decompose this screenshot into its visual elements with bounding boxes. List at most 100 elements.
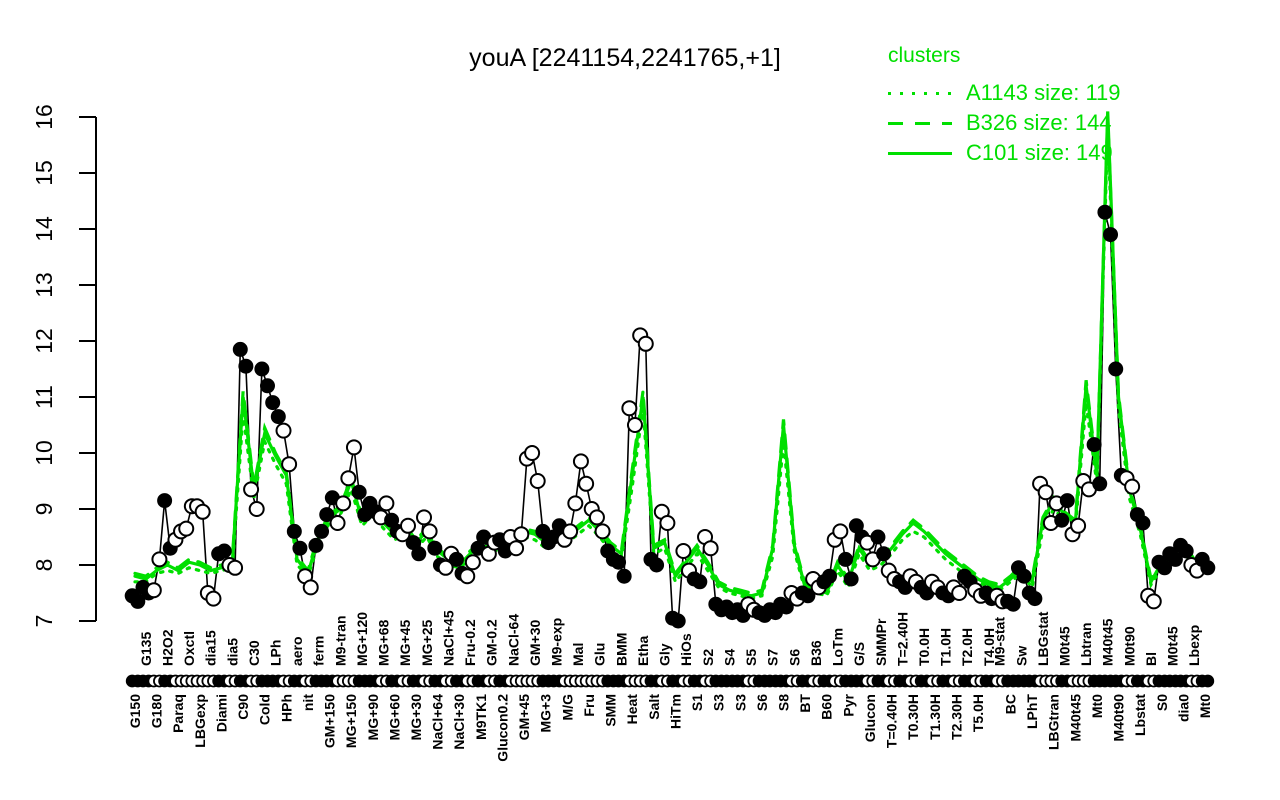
- open-point: [145, 582, 162, 599]
- filled-point: [216, 543, 232, 559]
- open-point: [572, 453, 589, 470]
- condition-label: T0.0H: [916, 628, 932, 666]
- y-tick-label: 7: [31, 615, 57, 628]
- condition-label: G180: [149, 694, 165, 728]
- condition-label: S8: [775, 694, 791, 711]
- filled-point: [232, 341, 248, 357]
- open-point: [626, 417, 643, 433]
- open-point: [205, 590, 222, 607]
- open-point: [567, 495, 584, 512]
- condition-label: LBGtran: [1046, 694, 1062, 750]
- condition-label: MG+68: [376, 619, 392, 666]
- open-point: [329, 515, 346, 531]
- condition-marker: [1201, 674, 1215, 688]
- y-tick-label: 8: [31, 559, 57, 572]
- open-point: [335, 495, 352, 512]
- open-point: [194, 503, 211, 520]
- filled-point: [130, 593, 146, 609]
- condition-label: T0.30H: [905, 694, 921, 740]
- condition-label: T4.0H: [981, 628, 997, 666]
- condition-label: Mal: [570, 643, 586, 666]
- condition-label: T=0.40H: [884, 694, 900, 748]
- y-tick-label: 13: [31, 272, 57, 298]
- plot-title: youA [2241154,2241765,+1]: [469, 44, 781, 72]
- open-point: [378, 495, 395, 512]
- condition-label: MG+25: [419, 619, 435, 666]
- legend-entry-a1143: A1143 size: 119: [888, 78, 1121, 108]
- condition-label: BC: [1002, 694, 1018, 714]
- open-point: [281, 456, 298, 473]
- condition-label: M0t45: [1056, 626, 1072, 666]
- condition-label: Sw: [1013, 646, 1029, 666]
- filled-point: [822, 568, 838, 584]
- condition-label: LPh: [268, 640, 284, 666]
- open-point: [508, 540, 525, 557]
- condition-label: nit: [300, 694, 316, 711]
- condition-label: C30: [246, 640, 262, 666]
- condition-label: Diami: [213, 694, 229, 732]
- condition-label: Bl: [1143, 652, 1159, 666]
- open-point: [400, 517, 417, 534]
- y-axis: 7 8 9 10 11 12 13 14 15 16: [31, 104, 97, 628]
- open-point: [227, 559, 244, 576]
- condition-label: G135: [138, 632, 154, 666]
- legend-entry-label: B326 size: 144: [966, 110, 1112, 135]
- condition-label: Oxctl: [181, 631, 197, 666]
- filled-point: [670, 613, 686, 629]
- condition-label: BT: [797, 694, 813, 713]
- filled-point: [270, 409, 286, 425]
- open-point: [416, 509, 433, 526]
- condition-label: Gly: [657, 643, 673, 666]
- condition-label: B36: [808, 640, 824, 666]
- condition-label: B60: [819, 694, 835, 720]
- condition-label: T1.30H: [927, 694, 943, 740]
- open-point: [1124, 478, 1141, 495]
- filled-point: [1027, 591, 1043, 607]
- open-point: [529, 473, 546, 489]
- y-tick-label: 15: [31, 160, 57, 186]
- filled-point: [157, 493, 173, 509]
- filled-point: [1092, 476, 1108, 492]
- condition-label: NaCl-64: [505, 614, 521, 666]
- condition-label: HiOs: [678, 633, 694, 666]
- cluster-legend: clusters A1143 size: 119 B326 size: 144 …: [888, 44, 1121, 168]
- condition-label: S4: [721, 649, 737, 666]
- condition-label: Fru-0.2: [462, 619, 478, 666]
- open-point: [1145, 593, 1162, 610]
- open-point: [951, 585, 968, 601]
- legend-title: clusters: [888, 44, 961, 67]
- condition-label: S6: [786, 649, 802, 666]
- condition-label: aero: [289, 636, 305, 666]
- condition-label: S3: [732, 694, 748, 711]
- filled-point: [1059, 493, 1075, 509]
- open-point: [594, 523, 611, 540]
- condition-label: T5.0H: [970, 694, 986, 732]
- open-point: [459, 568, 476, 585]
- condition-label: M9-stat: [992, 617, 1008, 666]
- filled-point: [876, 546, 892, 562]
- condition-label: MG+60: [386, 694, 402, 741]
- condition-label: NaCl+45: [440, 610, 456, 666]
- filled-point: [1108, 361, 1124, 377]
- condition-label: Lbstat: [1132, 694, 1148, 736]
- condition-label: GM+30: [527, 619, 543, 666]
- filled-point: [649, 557, 665, 573]
- condition-label: T2.30H: [948, 694, 964, 740]
- filled-point: [1005, 596, 1021, 612]
- legend-entry-label: A1143 size: 119: [966, 80, 1121, 105]
- filled-point: [611, 554, 627, 570]
- filled-point: [351, 484, 367, 500]
- filled-point: [319, 507, 335, 523]
- y-tick-label: 10: [31, 440, 57, 466]
- filled-point: [411, 546, 427, 562]
- condition-label: Glu: [592, 643, 608, 666]
- open-point: [340, 470, 357, 487]
- y-tick-label: 9: [31, 503, 57, 516]
- filled-point: [870, 529, 886, 545]
- condition-label: M/G: [559, 694, 575, 721]
- open-point: [151, 551, 168, 568]
- condition-label: Glucon0.2: [494, 694, 510, 762]
- open-point: [243, 481, 260, 498]
- condition-label: S1: [689, 694, 705, 711]
